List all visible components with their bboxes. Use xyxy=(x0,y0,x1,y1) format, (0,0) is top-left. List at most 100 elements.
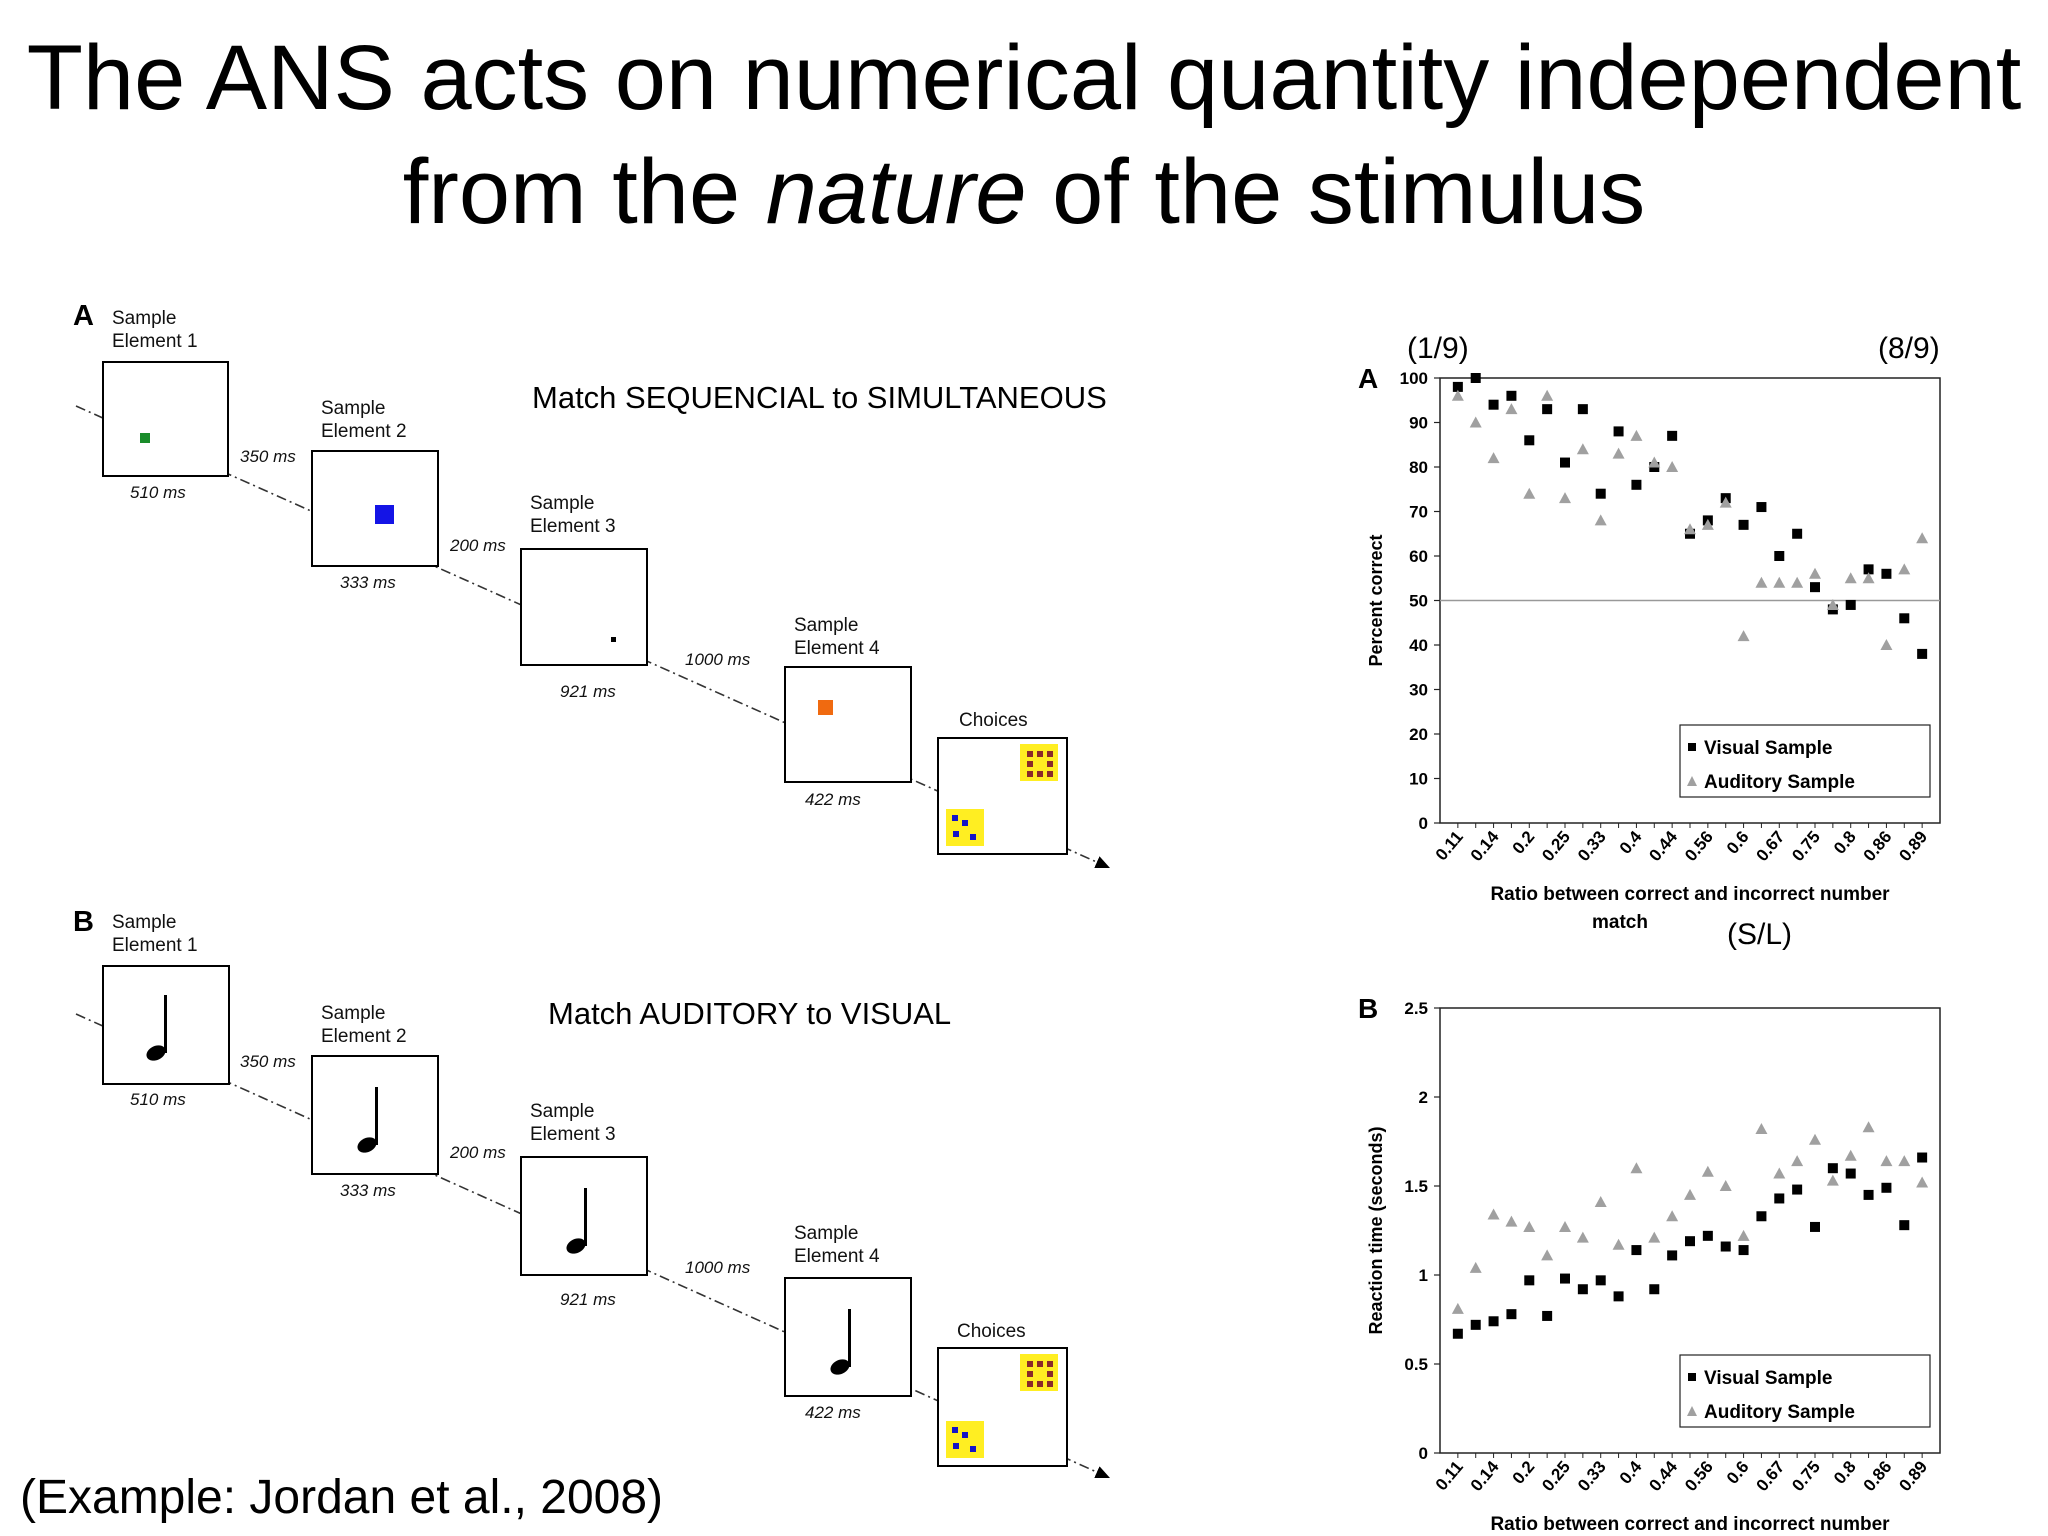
point-auditory-sample xyxy=(1576,443,1589,455)
overlay-sl: (S/L) xyxy=(1727,918,1793,951)
point-visual-sample xyxy=(1845,1168,1856,1179)
point-auditory-sample xyxy=(1701,518,1714,530)
orange-square xyxy=(818,700,833,715)
point-visual-sample xyxy=(1792,1184,1803,1195)
x-tick-label: 0.89 xyxy=(1895,827,1931,865)
x-tick-label: 0.33 xyxy=(1574,1457,1610,1495)
point-auditory-sample xyxy=(1791,576,1804,588)
point-auditory-sample xyxy=(1451,1302,1464,1314)
y-axis-label: Reaction time (seconds) xyxy=(1366,1126,1386,1334)
b-el3-label: Sample Element 3 xyxy=(530,1101,616,1145)
point-auditory-sample xyxy=(1523,487,1536,499)
point-visual-sample xyxy=(1756,1211,1767,1222)
point-visual-sample xyxy=(1488,399,1499,410)
choice-yellow-card-top xyxy=(1020,744,1058,781)
y-tick-label: 30 xyxy=(1409,681,1428,700)
point-visual-sample xyxy=(1577,1284,1588,1295)
b-el2-duration: 333 ms xyxy=(340,1181,396,1200)
a-choices-box xyxy=(937,737,1068,855)
y-tick-label: 0 xyxy=(1419,1444,1428,1463)
x-tick-label: 0.4 xyxy=(1616,827,1646,858)
x-tick-label: 0.56 xyxy=(1681,827,1717,865)
point-auditory-sample xyxy=(1648,456,1661,468)
x-tick-label: 0.8 xyxy=(1830,827,1860,857)
x-tick-label: 0.4 xyxy=(1616,1457,1646,1488)
point-auditory-sample xyxy=(1719,1180,1732,1191)
x-tick-label: 0.25 xyxy=(1538,1457,1574,1495)
x-axis-label-line1: Ratio between correct and incorrect numb… xyxy=(1490,1514,1890,1530)
citation: (Example: Jordan et al., 2008) xyxy=(20,1471,664,1524)
x-tick-label: 0.33 xyxy=(1574,827,1610,865)
choice-yellow-card-top xyxy=(1020,1354,1058,1391)
music-note-icon xyxy=(146,995,167,1061)
x-tick-label: 0.8 xyxy=(1830,1457,1860,1487)
a-isi3: 1000 ms xyxy=(685,650,751,669)
point-visual-sample xyxy=(1863,564,1874,575)
a-el1-duration: 510 ms xyxy=(130,483,186,502)
point-visual-sample xyxy=(1667,1250,1678,1261)
y-tick-label: 60 xyxy=(1409,547,1428,566)
chart-panel-letter: A xyxy=(1358,363,1378,394)
point-auditory-sample xyxy=(1594,514,1607,526)
a-el2-duration: 333 ms xyxy=(340,573,396,592)
point-visual-sample xyxy=(1792,528,1803,539)
green-square xyxy=(140,433,150,443)
legend-marker-square xyxy=(1688,743,1696,751)
y-tick-label: 0 xyxy=(1419,814,1428,833)
point-auditory-sample xyxy=(1505,403,1518,415)
point-auditory-sample xyxy=(1541,389,1554,401)
chart-panel-letter: B xyxy=(1358,993,1378,1024)
x-tick-label: 0.14 xyxy=(1467,827,1503,865)
diagram-a-caption: Match SEQUENCIAL to SIMULTANEOUS xyxy=(532,380,1107,415)
blue-square xyxy=(375,505,394,524)
y-tick-label: 80 xyxy=(1409,458,1428,477)
point-auditory-sample xyxy=(1916,532,1929,544)
a-el1-label: Sample Element 1 xyxy=(112,308,198,352)
point-auditory-sample xyxy=(1701,1165,1714,1177)
point-auditory-sample xyxy=(1755,1123,1768,1135)
legend-label: Visual Sample xyxy=(1704,738,1833,759)
point-visual-sample xyxy=(1685,1236,1695,1247)
x-tick-label: 0.2 xyxy=(1509,1457,1539,1487)
y-tick-label: 10 xyxy=(1409,770,1428,789)
choice-yellow-card-bottom xyxy=(946,809,984,846)
point-visual-sample xyxy=(1917,648,1928,659)
point-auditory-sample xyxy=(1559,1220,1571,1232)
y-tick-label: 1 xyxy=(1419,1266,1428,1285)
point-auditory-sample xyxy=(1684,1188,1696,1200)
b-choices-label: Choices xyxy=(957,1321,1026,1342)
point-auditory-sample xyxy=(1809,1133,1821,1145)
x-axis-label-line1: Ratio between correct and incorrect numb… xyxy=(1490,884,1890,905)
point-visual-sample xyxy=(1774,551,1785,561)
point-auditory-sample xyxy=(1630,429,1643,441)
point-visual-sample xyxy=(1470,1319,1481,1330)
point-auditory-sample xyxy=(1541,1249,1554,1261)
b-el4-label: Sample Element 4 xyxy=(794,1223,880,1267)
point-auditory-sample xyxy=(1809,567,1821,579)
x-axis-label-line2: match xyxy=(1592,912,1648,933)
x-tick-label: 0.11 xyxy=(1432,827,1467,864)
point-visual-sample xyxy=(1452,381,1463,392)
music-note-icon xyxy=(357,1087,378,1153)
y-tick-label: 40 xyxy=(1409,636,1428,655)
overlay-right-ratio: (8/9) xyxy=(1878,332,1940,365)
b-el1-label: Sample Element 1 xyxy=(112,912,198,956)
point-auditory-sample xyxy=(1773,576,1786,588)
b-isi3: 1000 ms xyxy=(685,1258,751,1277)
x-tick-label: 0.6 xyxy=(1723,827,1753,857)
x-tick-label: 0.44 xyxy=(1645,1457,1681,1495)
point-visual-sample xyxy=(1542,404,1553,415)
point-visual-sample xyxy=(1810,1221,1820,1232)
y-tick-label: 2 xyxy=(1419,1088,1428,1107)
point-auditory-sample xyxy=(1791,1155,1804,1167)
b-el3-duration: 921 ms xyxy=(560,1290,616,1309)
point-visual-sample xyxy=(1738,1245,1749,1256)
point-auditory-sample xyxy=(1826,1174,1839,1186)
point-visual-sample xyxy=(1649,1284,1660,1295)
point-visual-sample xyxy=(1524,435,1535,446)
point-auditory-sample xyxy=(1630,1162,1643,1174)
point-visual-sample xyxy=(1881,1182,1892,1193)
point-auditory-sample xyxy=(1880,639,1893,650)
point-visual-sample xyxy=(1827,1163,1838,1174)
point-visual-sample xyxy=(1881,568,1892,579)
